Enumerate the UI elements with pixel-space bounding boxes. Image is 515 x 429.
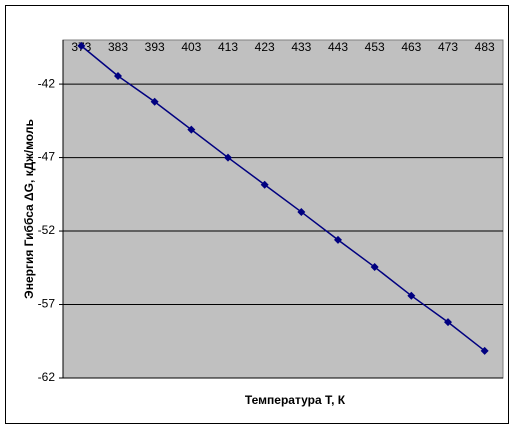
marker	[187, 125, 196, 134]
y-tick-label: -52	[38, 223, 56, 237]
marker	[77, 41, 86, 50]
marker	[297, 207, 306, 216]
y-tick-label: -57	[38, 297, 56, 311]
x-tick-label: 433	[291, 40, 311, 54]
y-axis-title: Энергия Гиббса ΔG, кДж/моль	[22, 119, 36, 299]
x-tick-label: 463	[401, 40, 421, 54]
x-tick-label: 383	[108, 40, 128, 54]
x-tick-label: 453	[365, 40, 385, 54]
marker	[150, 97, 159, 106]
series-line	[80, 45, 486, 352]
y-tick-label: -62	[38, 370, 56, 384]
marker	[370, 263, 379, 272]
marker	[444, 318, 452, 327]
marker	[224, 153, 232, 162]
x-tick-label: 443	[328, 40, 348, 54]
x-tick-label: 393	[145, 40, 165, 54]
plot-area	[62, 39, 504, 379]
y-tick-label: -42	[38, 76, 56, 90]
marker	[334, 235, 342, 244]
marker	[407, 291, 416, 300]
x-axis-title: Температура Т, К	[245, 393, 346, 407]
marker	[260, 180, 269, 189]
x-tick-label: 423	[255, 40, 275, 54]
x-tick-label: 413	[218, 40, 238, 54]
x-tick-label: 403	[181, 40, 201, 54]
x-tick-label: 473	[438, 40, 458, 54]
y-tick-label: -47	[38, 150, 56, 164]
x-tick-label: 483	[475, 40, 495, 54]
marker	[480, 346, 489, 355]
marker	[114, 72, 122, 81]
